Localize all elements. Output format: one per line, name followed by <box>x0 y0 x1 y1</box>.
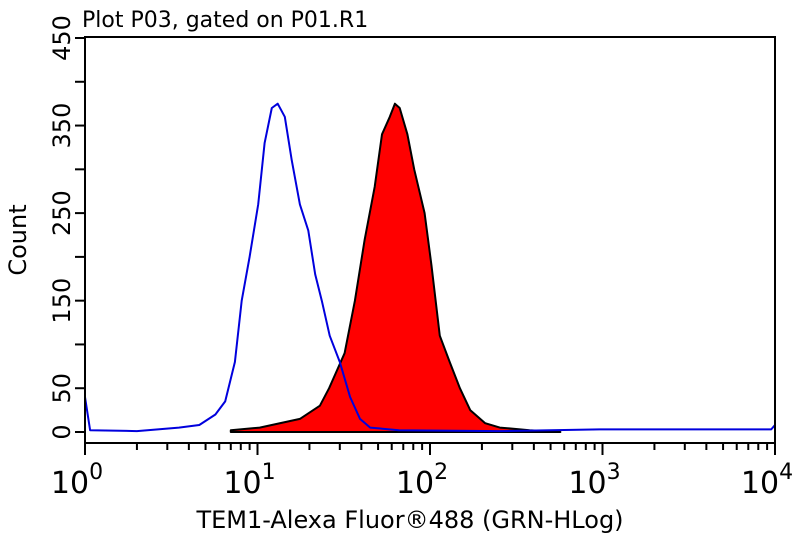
y-axis-label: Count <box>4 204 32 275</box>
series-1-area <box>229 102 562 433</box>
x-tick-exponent: 2 <box>434 460 448 485</box>
x-tick-base: 10 <box>51 466 89 501</box>
x-tick-base: 10 <box>396 466 434 501</box>
x-tick-label: 103 <box>568 460 620 501</box>
x-tick-exponent: 1 <box>262 460 276 485</box>
x-tick-base: 10 <box>223 466 261 501</box>
x-axis-label: TEM1-Alexa Fluor®488 (GRN-HLog) <box>195 506 623 534</box>
y-tick-label: 250 <box>48 190 76 236</box>
x-tick-label: 102 <box>396 460 448 501</box>
x-tick-base: 10 <box>741 466 779 501</box>
y-tick-label: 350 <box>48 103 76 149</box>
x-tick-base: 10 <box>568 466 606 501</box>
y-tick-label: 0 <box>48 424 76 439</box>
series-layer <box>84 102 776 433</box>
chart-title: Plot P03, gated on P01.R1 <box>82 8 368 33</box>
x-tick-exponent: 3 <box>607 460 621 485</box>
series-0-line <box>84 102 776 433</box>
x-tick-exponent: 4 <box>779 460 793 485</box>
y-tick-label: 50 <box>48 373 76 404</box>
y-tick-label: 150 <box>48 278 76 324</box>
x-tick-label: 100 <box>51 460 103 501</box>
x-tick-label: 104 <box>741 460 793 501</box>
x-tick-label: 101 <box>223 460 275 501</box>
y-tick-label: 450 <box>48 15 76 61</box>
x-tick-exponent: 0 <box>89 460 103 485</box>
